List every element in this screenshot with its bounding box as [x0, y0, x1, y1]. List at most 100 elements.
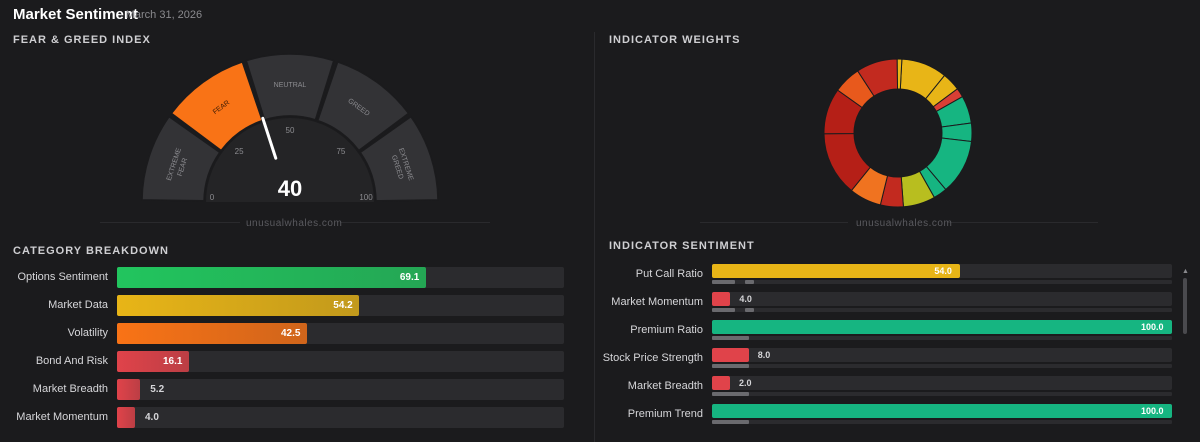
indicator-sub-track	[712, 280, 1172, 284]
indicator-sub-fill	[712, 280, 735, 284]
indicator-value: 100.0	[1141, 322, 1164, 332]
category-label: Market Data	[48, 299, 108, 311]
indicator-row[interactable]: Market Breadth 2.0	[600, 376, 1180, 400]
indicator-bar-fill	[712, 376, 730, 390]
divider-line	[948, 222, 1098, 223]
category-row[interactable]: Market Momentum 4.0	[0, 407, 580, 429]
indicator-label: Premium Ratio	[630, 324, 703, 336]
divider-line	[340, 222, 490, 223]
category-bar-track	[117, 407, 564, 428]
fear-greed-title: FEAR & GREED INDEX	[13, 34, 151, 46]
gauge-tick-label: 75	[336, 147, 345, 156]
gauge-inner	[206, 118, 374, 202]
scroll-thumb[interactable]	[1183, 278, 1187, 334]
category-label: Bond And Risk	[35, 355, 108, 367]
indicator-bar-track	[712, 376, 1172, 390]
category-value: 69.1	[399, 272, 420, 283]
gauge-zone-extreme-fear	[141, 115, 221, 202]
indicator-sub-track	[712, 364, 1172, 368]
category-value: 4.0	[145, 412, 159, 423]
indicator-sub-fill	[745, 308, 755, 312]
indicator-label: Market Momentum	[611, 296, 703, 308]
category-row[interactable]: Market Breadth 5.2	[0, 379, 580, 401]
gauge-zone-greed	[316, 60, 410, 152]
indicator-row[interactable]: Premium Trend 100.0	[600, 404, 1180, 428]
category-row[interactable]: Bond And Risk 16.1	[0, 351, 580, 373]
indicator-sub-fill	[712, 364, 749, 368]
category-row[interactable]: Volatility 42.5	[0, 323, 580, 345]
indicator-sentiment-title: INDICATOR SENTIMENT	[609, 240, 755, 252]
category-breakdown-title: CATEGORY BREAKDOWN	[13, 245, 169, 257]
indicator-row[interactable]: Stock Price Strength 8.0	[600, 348, 1180, 372]
indicator-sub-fill	[712, 392, 749, 396]
page-date: - March 31, 2026	[119, 9, 203, 21]
indicator-bar-fill	[712, 292, 731, 306]
gauge-tick-label: 25	[235, 147, 244, 156]
indicator-weights-donut	[823, 58, 973, 208]
gauge-tick-label: 100	[359, 193, 373, 202]
indicator-value: 2.0	[739, 378, 752, 388]
page-header: Market Sentiment - March 31, 2026	[0, 0, 1200, 28]
category-bar-fill	[117, 323, 307, 344]
indicator-value: 8.0	[757, 350, 771, 360]
category-value: 5.2	[150, 384, 165, 395]
category-bar-fill	[117, 379, 141, 400]
indicator-bar-fill	[712, 264, 961, 278]
category-label: Market Breadth	[32, 383, 108, 395]
indicator-label: Market Breadth	[627, 380, 703, 392]
indicator-sub-fill	[745, 280, 755, 284]
category-value: 54.2	[333, 300, 353, 311]
indicator-sub-track	[712, 308, 1172, 312]
gauge-zone-extreme-greed	[359, 115, 439, 202]
indicator-bar-track	[712, 348, 1172, 362]
scroll-up-arrow-icon[interactable]: ▲	[1182, 268, 1189, 275]
indicator-sub-track	[712, 392, 1172, 396]
category-label: Options Sentiment	[17, 271, 109, 283]
indicator-label: Put Call Ratio	[635, 268, 703, 280]
indicator-row[interactable]: Market Momentum 4.0	[600, 292, 1180, 316]
category-bar-track	[117, 379, 564, 400]
category-row[interactable]: Options Sentiment 69.1	[0, 267, 580, 289]
indicator-sub-fill	[712, 336, 749, 340]
indicator-bar-fill	[712, 348, 749, 362]
category-value: 16.1	[162, 356, 183, 367]
category-bar-fill	[117, 407, 135, 428]
gauge-zone-fear	[170, 60, 264, 152]
donut-watermark: unusualwhales.com	[856, 218, 953, 229]
vertical-divider	[594, 32, 595, 442]
gauge-zone-label: NEUTRAL	[274, 82, 307, 89]
gauge-needle	[261, 116, 278, 160]
indicator-label: Premium Trend	[627, 408, 703, 420]
indicator-bar-fill	[712, 320, 1172, 334]
indicator-label: Stock Price Strength	[602, 352, 703, 364]
indicator-value: 4.0	[739, 294, 752, 304]
category-bar-fill	[117, 295, 360, 316]
scrollbar[interactable]: ▲	[1182, 268, 1189, 438]
category-bar-fill	[117, 351, 189, 372]
fear-greed-gauge: EXTREMEFEARFEARNEUTRALGREEDEXTREMEGREED0…	[141, 53, 439, 202]
indicator-sub-fill	[712, 308, 735, 312]
donut-segment[interactable]	[896, 58, 903, 90]
divider-line	[100, 222, 240, 223]
category-row[interactable]: Market Data 54.2	[0, 295, 580, 317]
indicator-sub-track	[712, 336, 1172, 340]
category-label: Market Momentum	[16, 411, 108, 423]
indicator-weights-title: INDICATOR WEIGHTS	[609, 34, 741, 46]
category-bar-track	[117, 351, 564, 372]
gauge-zone-neutral	[245, 53, 335, 121]
divider-line	[700, 222, 848, 223]
indicator-value: 100.0	[1141, 406, 1164, 416]
indicator-row[interactable]: Put Call Ratio 54.0	[600, 264, 1180, 288]
indicator-bar-fill	[712, 404, 1172, 418]
indicator-bar-track	[712, 292, 1172, 306]
indicator-sub-track	[712, 420, 1172, 424]
indicator-sub-fill	[712, 420, 749, 424]
indicator-row[interactable]: Premium Ratio 100.0	[600, 320, 1180, 344]
gauge-value: 40	[278, 176, 302, 201]
category-value: 42.5	[280, 328, 301, 339]
gauge-tick-label: 50	[286, 126, 295, 135]
category-bar-fill	[117, 267, 426, 288]
indicator-value: 54.0	[934, 266, 952, 276]
page-title: Market Sentiment	[13, 6, 139, 23]
gauge-tick-label: 0	[210, 193, 215, 202]
